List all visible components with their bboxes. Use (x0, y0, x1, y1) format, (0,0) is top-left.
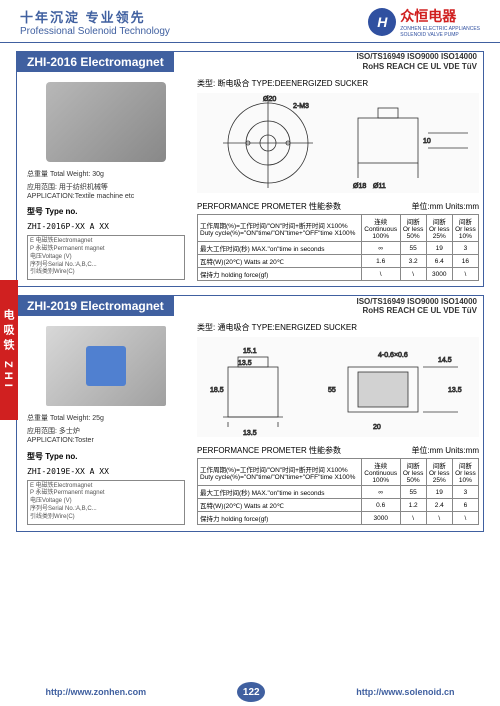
product-title: ZHI-2016 Electromagnet (17, 52, 174, 72)
application-info: 应用范围: 多士炉APPLICATION:Toster (21, 425, 191, 447)
performance-label: PERFORMANCE PROMETER 性能参数单位:mm Units:mm (197, 443, 479, 458)
svg-text:13.5: 13.5 (243, 430, 257, 437)
svg-text:15.1: 15.1 (243, 348, 257, 355)
table-header: 间断Or less25% (426, 215, 452, 242)
company-logo: H 众恒电器 ZONHEN ELECTRIC APPLIANCES SOLENO… (368, 6, 480, 38)
footer-url-2: http://www.solenoid.cn (356, 687, 454, 697)
type-no-label: 型号 Type no. (21, 448, 191, 465)
svg-text:14.5: 14.5 (438, 357, 452, 364)
table-header: 连续Continuous100% (361, 459, 400, 486)
svg-text:55: 55 (328, 387, 336, 394)
svg-text:2-M3: 2-M3 (293, 103, 309, 110)
table-row: 最大工作时间(秒) MAX."on"time in seconds∞55193 (198, 486, 479, 499)
table-row: 保持力 holding force(gf)\\3000\ (198, 268, 479, 281)
company-subtitle: SOLENOID VALVE PUMP (400, 32, 480, 38)
svg-text:Ø20: Ø20 (263, 96, 276, 103)
type-label: 类型: 通电吸合 TYPE:ENERGIZED SUCKER (197, 320, 479, 335)
part-legend: E 电磁铁ElectromagnetP 永磁铁Permanent magnet电… (27, 480, 185, 525)
weight-info: 总重量 Total Weight: 30g (21, 168, 191, 181)
product-photo (46, 82, 166, 162)
svg-text:4-0.6×0.6: 4-0.6×0.6 (378, 352, 408, 359)
header-taglines: 十年沉淀 专业领先 Professional Solenoid Technolo… (20, 7, 368, 37)
technical-drawing: 15.1 13.5 13.5 18.5 4-0.6×0.6 14.5 13.5 55 2… (197, 337, 479, 437)
performance-table: 工作周期(%)=工作时间/"ON"时间+断开时间 X100%Duty cycle… (197, 458, 479, 525)
table-row: 瓦特(W)(20℃) Watts at 20℃1.63.26.416 (198, 255, 479, 268)
svg-text:Ø11: Ø11 (373, 183, 386, 190)
table-row: 最大工作时间(秒) MAX."on"time in seconds∞55193 (198, 242, 479, 255)
table-header: 间断Or less10% (452, 215, 478, 242)
page-header: 十年沉淀 专业领先 Professional Solenoid Technolo… (0, 0, 500, 43)
part-number: ZHI-2016P-XX A XX (21, 220, 191, 233)
table-header: 间断Or less25% (426, 459, 452, 486)
svg-text:18.5: 18.5 (210, 387, 224, 394)
tagline-chinese: 十年沉淀 专业领先 (20, 7, 368, 26)
product-title: ZHI-2019 Electromagnet (17, 296, 174, 316)
svg-text:13.5: 13.5 (448, 387, 462, 394)
table-header: 间断Or less50% (400, 215, 426, 242)
certifications: ISO/TS16949 ISO9000 ISO14000RoHS REACH C… (174, 52, 483, 71)
table-header: 间断Or less10% (452, 459, 478, 486)
part-legend: E 电磁铁ElectromagnetP 永磁铁Permanent magnet电… (27, 235, 185, 280)
svg-text:10: 10 (423, 138, 431, 145)
performance-table: 工作周期(%)=工作时间/"ON"时间+断开时间 X100%Duty cycle… (197, 214, 479, 281)
svg-text:Ø18: Ø18 (353, 183, 366, 190)
weight-info: 总重量 Total Weight: 25g (21, 412, 191, 425)
part-number: ZHI-2019E-XX A XX (21, 465, 191, 478)
footer-url-1: http://www.zonhen.com (46, 687, 147, 697)
type-label: 类型: 断电吸合 TYPE:DEENERGIZED SUCKER (197, 76, 479, 91)
performance-label: PERFORMANCE PROMETER 性能参数单位:mm Units:mm (197, 199, 479, 214)
product-block: ZHI-2016 Electromagnet ISO/TS16949 ISO90… (16, 51, 484, 287)
table-header: 间断Or less50% (400, 459, 426, 486)
certifications: ISO/TS16949 ISO9000 ISO14000RoHS REACH C… (174, 297, 483, 316)
svg-text:13.5: 13.5 (238, 360, 252, 367)
product-photo (46, 326, 166, 406)
application-info: 应用范围: 用于纺织机械等APPLICATION:Textile machine… (21, 181, 191, 203)
svg-text:20: 20 (373, 424, 381, 431)
technical-drawing: 2-M3 Ø20 Ø18 10 Ø11 (197, 93, 479, 193)
page-footer: http://www.zonhen.com 122 http://www.sol… (0, 682, 500, 702)
side-tab: 电吸铁 ZHI (0, 280, 18, 420)
table-header: 连续Continuous100% (361, 215, 400, 242)
table-row: 瓦特(W)(20℃) Watts at 20℃0.61.22.46 (198, 499, 479, 512)
product-block: ZHI-2019 Electromagnet ISO/TS16949 ISO90… (16, 295, 484, 531)
page-number: 122 (237, 682, 265, 702)
tagline-english: Professional Solenoid Technology (20, 26, 368, 37)
company-name-cn: 众恒电器 (400, 6, 480, 26)
logo-icon: H (368, 8, 396, 36)
type-no-label: 型号 Type no. (21, 203, 191, 220)
table-row: 保持力 holding force(gf)3000\\\ (198, 512, 479, 525)
